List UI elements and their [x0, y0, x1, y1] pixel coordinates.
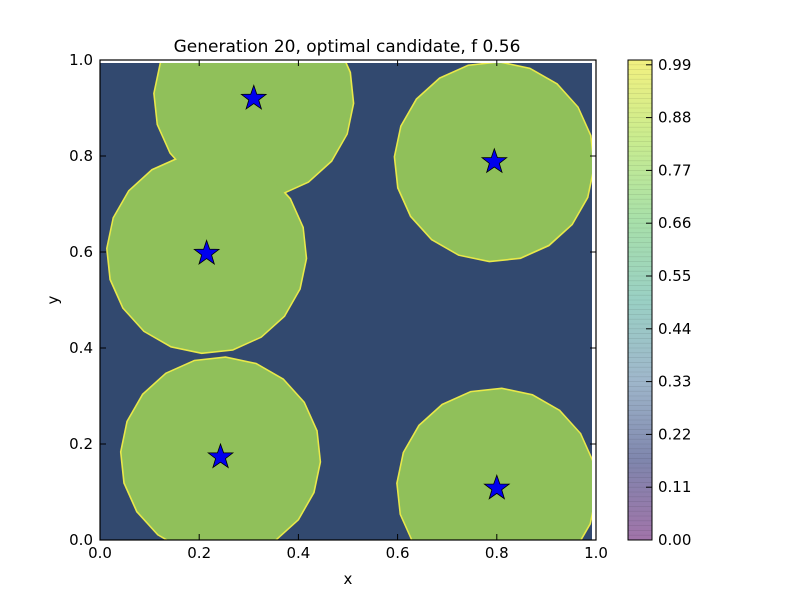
y-tick-label: 0.4 [69, 339, 93, 357]
y-tick-label: 0.6 [69, 243, 93, 261]
x-tick-label: 0.8 [485, 544, 509, 562]
y-tick-label: 1.0 [69, 51, 93, 69]
star-marker-3 [480, 147, 508, 174]
y-tick-label: 0.0 [69, 531, 93, 549]
y-axis-label: y [44, 295, 62, 304]
colorbar-tick-label: 0.33 [658, 373, 691, 391]
colorbar-tick-label: 0.00 [658, 531, 691, 549]
colorbar-tick-label: 0.99 [658, 56, 691, 74]
colorbar-tick-label: 0.11 [658, 478, 691, 496]
colorbar-tick-label: 0.77 [658, 161, 691, 179]
x-tick-label: 0.0 [88, 544, 112, 562]
colorbar-tick-label: 0.88 [658, 109, 691, 127]
colorbar-frame [627, 59, 653, 541]
y-tick-label: 0.2 [69, 435, 93, 453]
colorbar-tick-label: 0.66 [658, 214, 691, 232]
star-marker-2 [193, 239, 221, 266]
chart-title: Generation 20, optimal candidate, f 0.56 [174, 37, 521, 57]
y-tick-label: 0.8 [69, 147, 93, 165]
colorbar-gradient [628, 60, 652, 540]
x-tick-label: 0.2 [187, 544, 211, 562]
plot-area [99, 59, 597, 541]
colorbar-tick-label: 0.44 [658, 320, 691, 338]
x-tick-label: 1.0 [584, 544, 608, 562]
axes-frame [99, 59, 597, 541]
colorbar: 0.00 0.11 0.22 0.33 0.44 0.55 0.66 0.77 0.88 0.99 [627, 56, 691, 549]
star-marker-4 [207, 442, 235, 469]
x-tick-label: 0.4 [286, 544, 310, 562]
x-axis-label: x [344, 570, 353, 588]
colorbar-tick-label: 0.55 [658, 267, 691, 285]
colorbar-tick-label: 0.22 [658, 425, 691, 443]
star-marker-1 [240, 84, 268, 110]
contour-region-5 [397, 389, 592, 540]
star-marker-5 [483, 473, 511, 500]
x-tick-label: 0.6 [386, 544, 410, 562]
